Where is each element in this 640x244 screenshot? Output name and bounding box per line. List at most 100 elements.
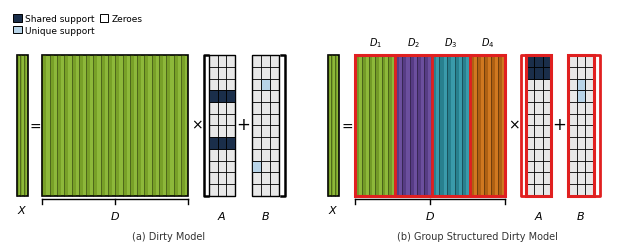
Bar xyxy=(525,67,534,79)
Bar xyxy=(534,55,543,67)
Bar xyxy=(50,55,54,196)
Bar xyxy=(382,55,385,196)
Bar xyxy=(424,55,428,196)
Bar xyxy=(432,55,436,196)
Text: $B$: $B$ xyxy=(261,210,270,222)
Bar xyxy=(17,55,19,196)
Bar xyxy=(209,90,218,102)
Bar xyxy=(470,55,474,196)
Bar xyxy=(122,55,127,196)
Bar xyxy=(362,55,365,196)
Bar xyxy=(332,55,333,196)
Bar xyxy=(166,55,170,196)
Bar xyxy=(181,55,185,196)
Bar xyxy=(454,55,459,196)
Bar xyxy=(20,55,22,196)
Bar xyxy=(64,55,68,196)
Bar xyxy=(100,14,108,22)
Bar xyxy=(209,55,236,196)
Bar xyxy=(577,79,585,90)
Text: (b) Group Structured Dirty Model: (b) Group Structured Dirty Model xyxy=(397,232,558,242)
Bar xyxy=(440,55,444,196)
Text: $D$: $D$ xyxy=(110,210,120,222)
Bar xyxy=(115,55,119,196)
Bar xyxy=(13,14,22,22)
Bar xyxy=(447,55,451,196)
Bar xyxy=(335,55,337,196)
Bar xyxy=(403,55,406,196)
Bar xyxy=(470,55,505,196)
Bar xyxy=(227,137,236,149)
Bar xyxy=(543,67,551,79)
Bar xyxy=(375,55,379,196)
Text: $A$: $A$ xyxy=(534,210,543,222)
Text: (a) Dirty Model: (a) Dirty Model xyxy=(132,232,205,242)
Bar xyxy=(17,55,28,196)
Bar xyxy=(417,55,421,196)
Text: $D_4$: $D_4$ xyxy=(481,36,494,50)
Text: $+$: $+$ xyxy=(552,116,566,134)
Bar xyxy=(534,67,543,79)
Text: $=$: $=$ xyxy=(339,119,354,132)
Bar xyxy=(100,55,105,196)
Text: Shared support: Shared support xyxy=(25,15,94,24)
Bar xyxy=(355,55,505,196)
Bar xyxy=(79,55,83,196)
Bar xyxy=(159,55,163,196)
Text: $+$: $+$ xyxy=(236,116,250,134)
Bar xyxy=(24,55,26,196)
Bar xyxy=(86,55,90,196)
Bar xyxy=(173,55,177,196)
Bar xyxy=(261,79,270,90)
Bar xyxy=(577,90,585,102)
Bar xyxy=(477,55,481,196)
Bar xyxy=(432,55,470,196)
Bar xyxy=(543,55,551,67)
Text: $D_1$: $D_1$ xyxy=(369,36,382,50)
Bar xyxy=(525,55,534,67)
Bar xyxy=(395,55,432,196)
Bar xyxy=(525,55,551,196)
Bar xyxy=(491,55,495,196)
Bar xyxy=(252,55,278,196)
Bar xyxy=(57,55,61,196)
Bar xyxy=(395,55,399,196)
Bar xyxy=(218,137,227,149)
Bar xyxy=(355,55,359,196)
Bar xyxy=(484,55,488,196)
Bar xyxy=(568,55,594,196)
Text: $\times$: $\times$ xyxy=(508,119,520,132)
Bar xyxy=(410,55,414,196)
Bar xyxy=(152,55,156,196)
Bar xyxy=(145,55,148,196)
Bar xyxy=(328,55,330,196)
Text: $X$: $X$ xyxy=(17,204,28,216)
Text: $D_2$: $D_2$ xyxy=(407,36,420,50)
Text: $B$: $B$ xyxy=(577,210,586,222)
Text: $A$: $A$ xyxy=(218,210,227,222)
Text: Unique support: Unique support xyxy=(25,27,94,36)
Bar xyxy=(108,55,112,196)
Bar xyxy=(369,55,372,196)
Bar xyxy=(93,55,97,196)
Text: $=$: $=$ xyxy=(27,119,42,132)
Bar xyxy=(568,55,594,196)
Bar xyxy=(252,161,261,173)
Text: $\times$: $\times$ xyxy=(191,119,203,132)
Bar xyxy=(355,55,395,196)
Bar xyxy=(209,137,218,149)
Bar xyxy=(42,55,188,196)
Bar xyxy=(328,55,339,196)
Bar xyxy=(13,26,22,33)
Bar xyxy=(218,90,227,102)
Bar xyxy=(137,55,141,196)
Bar xyxy=(388,55,392,196)
Text: $D_3$: $D_3$ xyxy=(444,36,458,50)
Text: $X$: $X$ xyxy=(328,204,339,216)
Bar xyxy=(498,55,502,196)
Bar xyxy=(42,55,47,196)
Text: $D$: $D$ xyxy=(425,210,435,222)
Bar xyxy=(130,55,134,196)
Text: Zeroes: Zeroes xyxy=(111,15,142,24)
Bar xyxy=(525,55,551,196)
